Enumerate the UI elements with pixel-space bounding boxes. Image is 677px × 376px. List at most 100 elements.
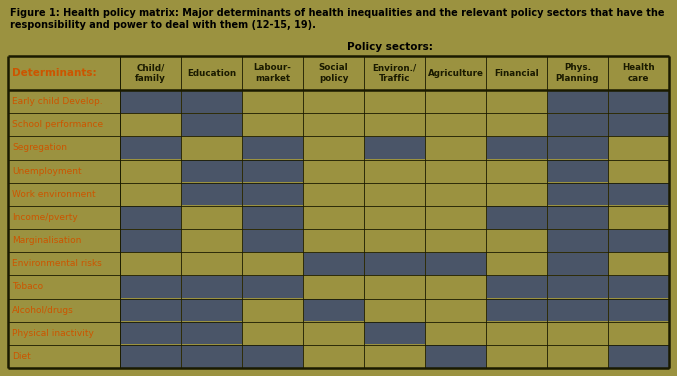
- Text: Income/pverty: Income/pverty: [12, 213, 78, 222]
- Bar: [426, 91, 485, 113]
- Bar: [121, 206, 181, 229]
- Bar: [181, 183, 242, 205]
- Bar: [181, 253, 242, 275]
- Bar: [181, 206, 242, 229]
- Bar: [609, 114, 668, 136]
- Bar: [303, 91, 364, 113]
- Bar: [609, 91, 668, 113]
- Bar: [487, 229, 546, 252]
- Bar: [364, 253, 424, 275]
- Bar: [547, 56, 608, 90]
- Bar: [487, 299, 546, 321]
- Bar: [242, 183, 303, 205]
- Bar: [426, 345, 485, 367]
- Bar: [181, 322, 242, 344]
- Bar: [120, 56, 181, 90]
- Bar: [609, 137, 668, 159]
- Bar: [364, 160, 424, 182]
- Bar: [242, 91, 303, 113]
- Bar: [426, 276, 485, 298]
- Bar: [242, 56, 303, 90]
- Text: Alcohol/drugs: Alcohol/drugs: [12, 306, 74, 315]
- Bar: [426, 299, 485, 321]
- Bar: [303, 299, 364, 321]
- Bar: [609, 253, 668, 275]
- Bar: [364, 345, 424, 367]
- Bar: [426, 322, 485, 344]
- Bar: [487, 160, 546, 182]
- Text: Environmental risks: Environmental risks: [12, 259, 102, 268]
- Bar: [242, 137, 303, 159]
- Bar: [609, 345, 668, 367]
- Text: Financial: Financial: [494, 68, 539, 77]
- Bar: [364, 229, 424, 252]
- Bar: [303, 160, 364, 182]
- Bar: [121, 137, 181, 159]
- Text: Policy sectors:: Policy sectors:: [347, 42, 433, 52]
- Bar: [426, 206, 485, 229]
- Bar: [303, 137, 364, 159]
- Text: Unemployment: Unemployment: [12, 167, 82, 176]
- Bar: [487, 137, 546, 159]
- Bar: [8, 113, 120, 136]
- Bar: [181, 345, 242, 367]
- Bar: [8, 229, 120, 252]
- Bar: [181, 137, 242, 159]
- Bar: [487, 114, 546, 136]
- Bar: [181, 229, 242, 252]
- Text: Figure 1: Health policy matrix: Major determinants of health inequalities and th: Figure 1: Health policy matrix: Major de…: [10, 8, 665, 18]
- Bar: [121, 276, 181, 298]
- Bar: [242, 299, 303, 321]
- Text: Segregation: Segregation: [12, 143, 67, 152]
- Bar: [181, 114, 242, 136]
- Bar: [548, 114, 607, 136]
- Bar: [8, 159, 120, 183]
- Bar: [242, 114, 303, 136]
- Bar: [242, 206, 303, 229]
- Bar: [242, 276, 303, 298]
- Bar: [364, 114, 424, 136]
- Bar: [121, 183, 181, 205]
- Bar: [121, 345, 181, 367]
- Text: Work environment: Work environment: [12, 190, 95, 199]
- Bar: [548, 253, 607, 275]
- Text: Tobaco: Tobaco: [12, 282, 43, 291]
- Bar: [548, 183, 607, 205]
- Bar: [181, 299, 242, 321]
- Bar: [8, 252, 120, 275]
- Bar: [426, 253, 485, 275]
- Bar: [242, 253, 303, 275]
- Bar: [8, 136, 120, 159]
- Bar: [121, 160, 181, 182]
- Bar: [121, 253, 181, 275]
- Bar: [609, 206, 668, 229]
- Text: Physical inactivity: Physical inactivity: [12, 329, 94, 338]
- Bar: [303, 229, 364, 252]
- Bar: [303, 322, 364, 344]
- Bar: [242, 229, 303, 252]
- Bar: [303, 276, 364, 298]
- Bar: [8, 345, 120, 368]
- Text: Marginalisation: Marginalisation: [12, 236, 81, 245]
- Bar: [487, 253, 546, 275]
- Text: Agriculture: Agriculture: [428, 68, 483, 77]
- Bar: [486, 56, 547, 90]
- Bar: [548, 206, 607, 229]
- Text: Diet: Diet: [12, 352, 30, 361]
- Text: responsibility and power to deal with them (12-15, 19).: responsibility and power to deal with th…: [10, 20, 316, 30]
- Bar: [364, 299, 424, 321]
- Bar: [609, 322, 668, 344]
- Bar: [548, 345, 607, 367]
- Text: Health
care: Health care: [622, 63, 655, 83]
- Text: School performance: School performance: [12, 120, 103, 129]
- Bar: [609, 229, 668, 252]
- Bar: [548, 276, 607, 298]
- Bar: [8, 56, 120, 90]
- Bar: [364, 91, 424, 113]
- Text: Early child Develop.: Early child Develop.: [12, 97, 103, 106]
- Bar: [487, 276, 546, 298]
- Bar: [303, 183, 364, 205]
- Text: Phys.
Planning: Phys. Planning: [556, 63, 599, 83]
- Bar: [121, 299, 181, 321]
- Bar: [121, 229, 181, 252]
